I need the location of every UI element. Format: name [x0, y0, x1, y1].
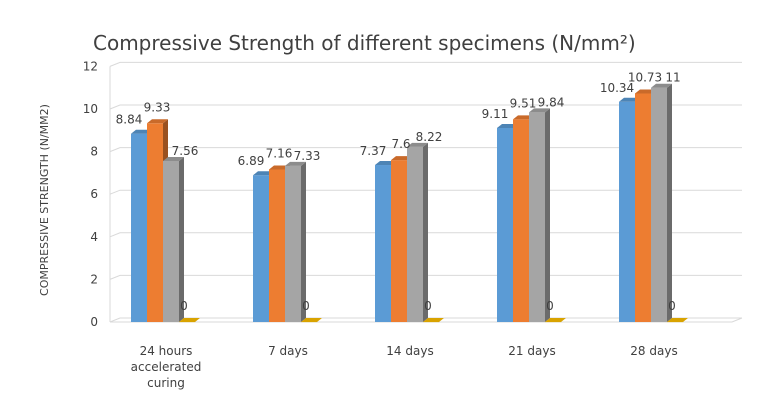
data-label: 6.89 [238, 154, 265, 168]
data-label: 7.37 [360, 144, 387, 158]
bar [163, 156, 184, 322]
x-category-label: 14 days [386, 344, 433, 358]
bar-front [513, 119, 529, 322]
bar-top [513, 115, 534, 120]
x-category-label: 24 hours accelerated curing [131, 344, 202, 390]
gridlines [109, 61, 743, 323]
data-label: 7.56 [172, 144, 199, 158]
data-label: 9.84 [538, 95, 565, 109]
bar [667, 318, 688, 323]
data-labels: 8.849.33 7.56 0 6.897.16 7.33 0 7.37 7.6 8.22 0 9.… [116, 70, 681, 313]
y-tick-label: 8 [90, 145, 98, 159]
bar-front [407, 146, 423, 322]
bar-top [423, 318, 444, 322]
data-label: 0 [180, 299, 188, 313]
bar-front [619, 101, 635, 323]
x-category-label: 21 days [508, 344, 555, 358]
bar [407, 142, 428, 322]
x-category-label: 7 days [268, 344, 308, 358]
bar-front [529, 112, 545, 323]
y-tick-label: 4 [90, 230, 98, 244]
data-label: 10.34 [600, 81, 634, 95]
bar-front [497, 127, 513, 322]
gridline [109, 104, 742, 110]
y-tick-label: 6 [90, 187, 98, 201]
bar [179, 318, 200, 323]
data-label: 9.51 [510, 96, 537, 110]
bar-top [545, 318, 566, 322]
bar-front [391, 160, 407, 322]
bar-front [375, 165, 391, 322]
bar-top [529, 108, 550, 113]
y-tick-label: 12 [83, 59, 98, 73]
y-tick-label: 0 [90, 315, 98, 329]
bar-side [545, 108, 550, 323]
bar-top [391, 156, 412, 161]
bar-top [619, 97, 640, 102]
data-label: 8.22 [416, 130, 443, 144]
bar-side [423, 142, 428, 322]
y-tick-label: 2 [90, 272, 98, 286]
data-label: 9.33 [144, 100, 171, 114]
data-label: 9.11 [482, 107, 509, 121]
data-label: 11 [665, 71, 680, 85]
x-category-label: 28 days [630, 344, 677, 358]
bar [651, 83, 672, 322]
floor-edge [110, 317, 743, 323]
bar-top [147, 119, 168, 124]
bar-front [269, 169, 285, 322]
bar-top [285, 161, 306, 166]
bar-front [651, 87, 667, 322]
bar-top [269, 165, 290, 170]
bar-top [163, 156, 184, 161]
bar-top [253, 171, 274, 176]
data-label: 8.84 [116, 113, 143, 127]
bar-top [497, 123, 518, 128]
gridline [109, 61, 742, 67]
data-label: 10.73 [628, 70, 662, 84]
bar-top [179, 318, 200, 322]
y-axis-ticks: 0 2 4 6 8 10 12 [83, 59, 98, 329]
bar-front [253, 175, 269, 322]
bar-side [667, 83, 672, 322]
bar-top [651, 83, 672, 88]
bar-top [635, 89, 656, 94]
bar [545, 318, 566, 323]
bar-top [301, 318, 322, 322]
bar-top [667, 318, 688, 322]
bar [529, 108, 550, 323]
y-tick-label: 10 [83, 102, 98, 116]
bar [285, 161, 306, 322]
bar [423, 318, 444, 323]
bar-top [131, 129, 152, 134]
bar-side [301, 161, 306, 322]
bar-top [375, 161, 396, 166]
x-axis-categories: 24 hours accelerated curing 7 days 14 days 21… [131, 344, 678, 390]
data-label: 0 [302, 299, 310, 313]
bar-front [147, 123, 163, 322]
bar-front [163, 160, 179, 322]
data-label: 0 [668, 299, 676, 313]
y-axis-label: COMPRESSIVE STRENGTH (N/MM2) [38, 104, 51, 296]
data-label: 7.16 [266, 146, 293, 160]
bars [131, 83, 688, 323]
chart-title: Compressive Strength of different specim… [93, 31, 636, 55]
bar-front [635, 93, 651, 323]
bar-side [179, 156, 184, 322]
data-label: 0 [546, 299, 554, 313]
bar-front [131, 133, 147, 322]
bar-top [407, 142, 428, 147]
data-label: 7.6 [391, 137, 410, 151]
data-label: 0 [424, 299, 432, 313]
bar-front [285, 165, 301, 322]
data-label: 7.33 [294, 149, 321, 163]
bar [301, 318, 322, 323]
